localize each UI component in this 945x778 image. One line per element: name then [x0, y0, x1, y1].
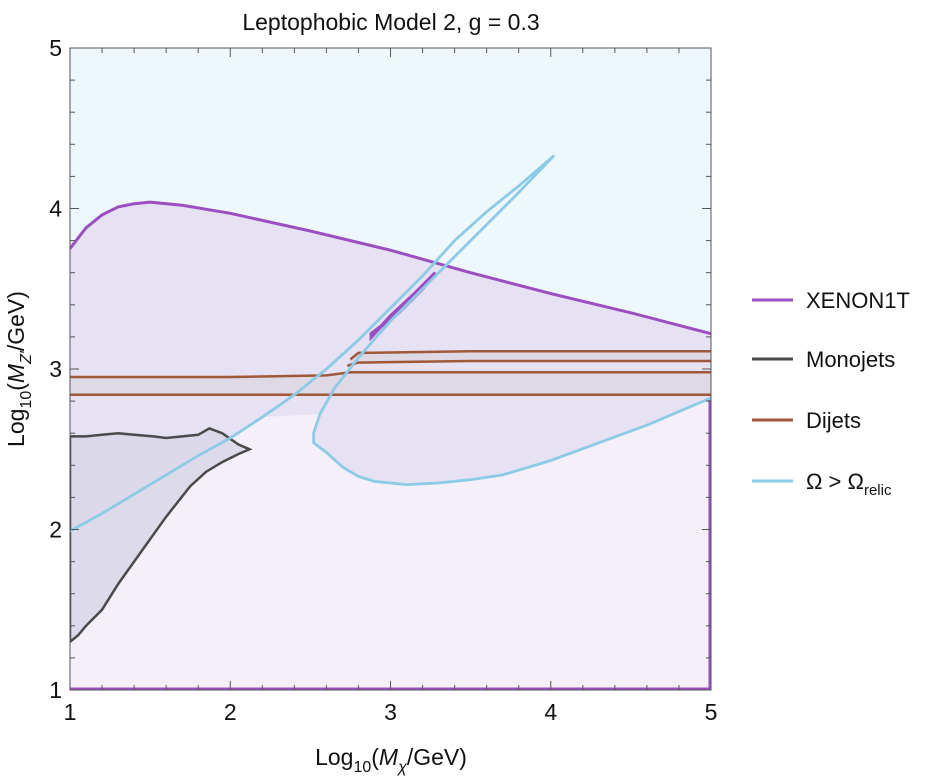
- dijets-contour-upper: [70, 370, 711, 379]
- x-tick-label: 3: [384, 699, 397, 725]
- y-tick-label: 4: [49, 196, 62, 222]
- legend-label-relic: Ω > Ωrelic: [806, 469, 892, 499]
- legend-label-xenon1t: XENON1T: [806, 288, 910, 313]
- dijets-band-upper-fill: [347, 351, 711, 366]
- y-tick-label: 2: [49, 517, 62, 543]
- dijets-contour-band2-upper: [349, 350, 711, 361]
- x-axis-label: Log10(Mχ/GeV): [315, 744, 467, 776]
- axis-tick-labels: 1 2 3 4 5 1 2 3 4 5: [49, 35, 717, 725]
- xenon1t-contour: [70, 200, 711, 336]
- chart-title: Leptophobic Model 2, g = 0.3: [242, 9, 539, 35]
- x-tick-label: 5: [705, 699, 718, 725]
- monojets-contour: [70, 427, 253, 643]
- legend-label-monojets: Monojets: [806, 347, 895, 372]
- y-axis-label: Log10(MZ′/GeV): [3, 291, 35, 447]
- y-tick-label: 5: [49, 35, 62, 61]
- x-tick-label: 1: [64, 699, 77, 725]
- relic-contour-right: [312, 154, 711, 487]
- x-tick-label: 2: [224, 699, 237, 725]
- legend-label-dijets: Dijets: [806, 408, 861, 433]
- relic-contour-left: [70, 154, 555, 533]
- region-fills: [70, 48, 711, 690]
- x-tick-label: 4: [544, 699, 557, 725]
- y-tick-label: 1: [49, 677, 62, 703]
- legend: XENON1T Monojets Dijets Ω > Ωrelic: [752, 288, 910, 499]
- contour-curves: [70, 154, 711, 643]
- y-tick-label: 3: [49, 356, 62, 382]
- axis-ticks: [69, 47, 712, 691]
- lower-region-fill: [70, 397, 711, 690]
